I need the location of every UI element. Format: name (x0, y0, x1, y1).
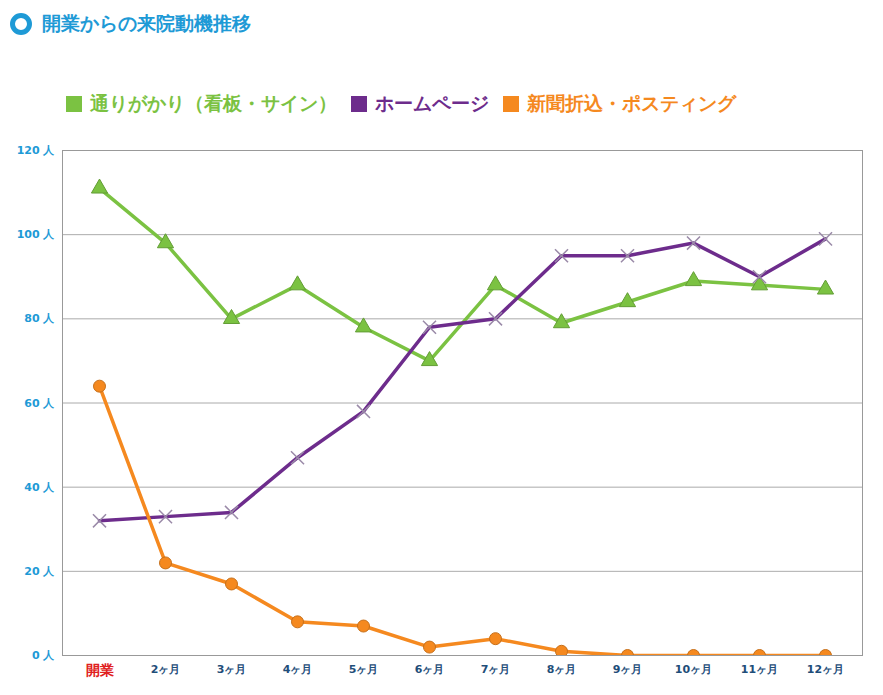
svg-text:20 人: 20 人 (24, 565, 55, 578)
svg-text:5ヶ月: 5ヶ月 (349, 663, 379, 676)
svg-text:8ヶ月: 8ヶ月 (547, 663, 577, 676)
html-text:通りがかり（看板・サイン）: 通りがかり（看板・サイン） (90, 92, 337, 114)
svg-text:6ヶ月: 6ヶ月 (415, 663, 445, 676)
svg-text:100 人: 100 人 (17, 228, 56, 241)
svg-text:2ヶ月: 2ヶ月 (151, 663, 181, 676)
svg-text:10ヶ月: 10ヶ月 (675, 663, 712, 676)
svg-text:40 人: 40 人 (24, 481, 55, 494)
html-text:開業からの来院動機推移: 開業からの来院動機推移 (42, 12, 251, 34)
svg-text:12ヶ月: 12ヶ月 (807, 663, 844, 676)
html-text:新聞折込・ポスティング: 新聞折込・ポスティング (527, 92, 736, 114)
svg-text:11ヶ月: 11ヶ月 (741, 663, 778, 676)
html-text:ホームページ: ホームページ (375, 92, 489, 114)
svg-text:開業: 開業 (86, 662, 114, 678)
svg-text:9ヶ月: 9ヶ月 (613, 663, 643, 676)
svg-text:7ヶ月: 7ヶ月 (481, 663, 511, 676)
svg-text:3ヶ月: 3ヶ月 (217, 663, 247, 676)
svg-text:60 人: 60 人 (24, 397, 55, 410)
svg-text:80 人: 80 人 (24, 312, 55, 325)
svg-text:4ヶ月: 4ヶ月 (283, 663, 313, 676)
svg-text:0 人: 0 人 (32, 649, 55, 662)
svg-text:120 人: 120 人 (17, 144, 56, 157)
